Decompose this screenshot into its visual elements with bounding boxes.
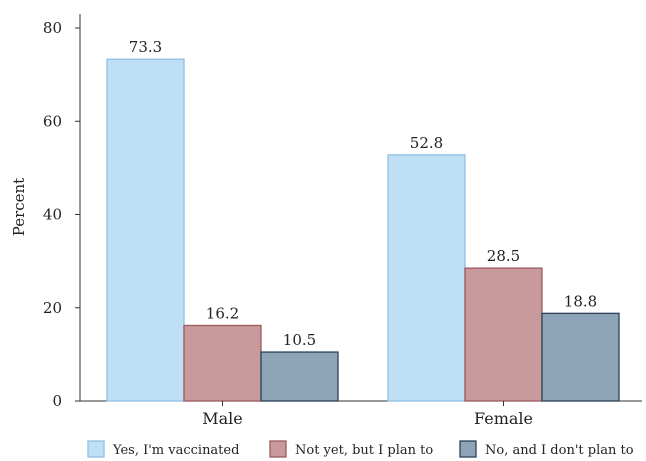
legend-label: No, and I don't plan to [485,443,634,458]
y-axis-label: Percent [10,178,28,236]
bar [106,58,185,402]
data-label: 73.3 [129,38,162,56]
data-label: 18.8 [564,292,597,310]
bar [260,351,339,402]
bar [541,312,620,402]
y-tick-label: 20 [43,299,62,317]
y-tick-label: 40 [43,206,62,224]
legend-swatch [269,440,287,458]
legend-label: Not yet, but I plan to [295,443,433,458]
bar [387,154,466,402]
legend-label: Yes, I'm vaccinated [112,443,239,458]
bars [106,58,620,402]
bar [183,324,262,402]
data-label: 28.5 [487,247,520,265]
data-label: 52.8 [410,134,443,152]
bar [464,267,543,402]
category-labels: Male Female [202,401,533,428]
legend-swatch [459,440,477,458]
x-tick-label: Male [202,409,243,428]
data-labels: 73.3 16.2 10.5 52.8 28.5 18.8 [129,38,597,349]
legend-swatch [87,440,105,458]
data-label: 10.5 [283,331,316,349]
y-tick-label: 60 [43,112,62,130]
x-tick-label: Female [474,409,533,428]
y-tick-label: 0 [52,392,62,410]
legend: Yes, I'm vaccinated Not yet, but I plan t… [87,440,634,458]
y-ticks: 0 20 40 60 80 [43,19,80,410]
data-label: 16.2 [206,304,239,322]
y-tick-label: 80 [43,19,62,37]
